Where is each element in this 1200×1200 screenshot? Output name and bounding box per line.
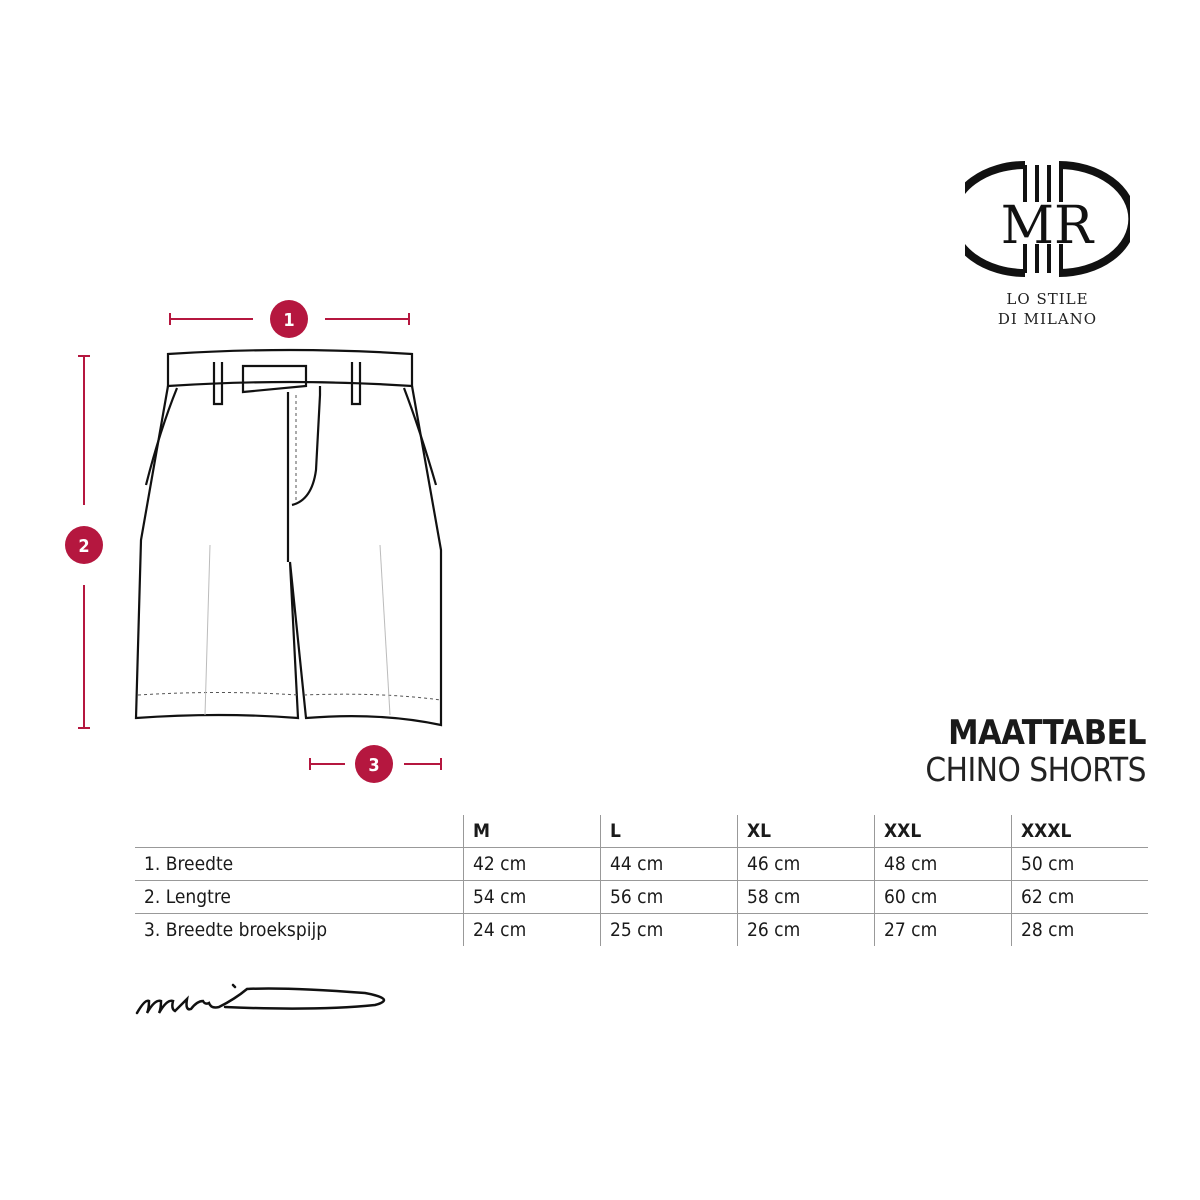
table-header bbox=[135, 815, 464, 848]
table-row: 3. Breedte broekspijp 24 cm 25 cm 26 cm … bbox=[135, 913, 1148, 946]
table-cell: 46 cm bbox=[737, 847, 875, 881]
table-cell: 27 cm bbox=[874, 913, 1012, 946]
size-table: M L XL XXL XXXL 1. Breedte 42 cm 44 cm 4… bbox=[135, 815, 1148, 946]
table-header: XXL bbox=[874, 815, 1012, 848]
table-cell: 60 cm bbox=[874, 880, 1012, 914]
table-cell: 48 cm bbox=[874, 847, 1012, 881]
table-cell: 42 cm bbox=[463, 847, 601, 881]
tagline-line1: LO STILE bbox=[1006, 290, 1089, 308]
brand-logo: MR LO STILE DI MILANO bbox=[947, 160, 1137, 335]
measure-lines bbox=[78, 313, 442, 770]
table-header-row: M L XL XXL XXXL bbox=[135, 815, 1148, 848]
table-cell: 44 cm bbox=[600, 847, 738, 881]
svg-text:MR: MR bbox=[1001, 196, 1095, 256]
table-cell: 58 cm bbox=[737, 880, 875, 914]
row-label: 1. Breedte bbox=[135, 847, 464, 881]
page-subtitle: CHINO SHORTS bbox=[925, 750, 1146, 789]
row-label: 2. Lengtre bbox=[135, 880, 464, 914]
table-header: XL bbox=[737, 815, 875, 848]
table-cell: 56 cm bbox=[600, 880, 738, 914]
marker-1: 1 bbox=[270, 300, 308, 338]
monogram-emblem-icon: MR bbox=[947, 161, 1137, 277]
marker-3: 3 bbox=[355, 745, 393, 783]
table-cell: 28 cm bbox=[1011, 913, 1148, 946]
table-cell: 24 cm bbox=[463, 913, 601, 946]
svg-text:2: 2 bbox=[78, 536, 89, 557]
table-cell: 62 cm bbox=[1011, 880, 1148, 914]
table-row: 1. Breedte 42 cm 44 cm 46 cm 48 cm 50 cm bbox=[135, 847, 1148, 881]
table-cell: 50 cm bbox=[1011, 847, 1148, 881]
table-header: L bbox=[600, 815, 738, 848]
table-cell: 26 cm bbox=[737, 913, 875, 946]
svg-text:3: 3 bbox=[368, 755, 379, 776]
table-cell: 54 cm bbox=[463, 880, 601, 914]
table-header: M bbox=[463, 815, 601, 848]
shorts-outline bbox=[134, 348, 443, 727]
table-cell: 25 cm bbox=[600, 913, 738, 946]
page-title: MAATTABEL bbox=[948, 713, 1146, 753]
svg-text:1: 1 bbox=[283, 310, 294, 331]
table-row: 2. Lengtre 54 cm 56 cm 58 cm 60 cm 62 cm bbox=[135, 880, 1148, 914]
tagline-line2: DI MILANO bbox=[997, 310, 1098, 328]
shorts-technical-drawing: 1 2 3 bbox=[65, 300, 443, 783]
signature-logo bbox=[135, 983, 386, 1015]
marker-2: 2 bbox=[65, 526, 103, 564]
title-block: MAATTABEL CHINO SHORTS bbox=[925, 714, 1146, 788]
row-label: 3. Breedte broekspijp bbox=[144, 919, 328, 941]
table-header: XXXL bbox=[1011, 815, 1148, 848]
